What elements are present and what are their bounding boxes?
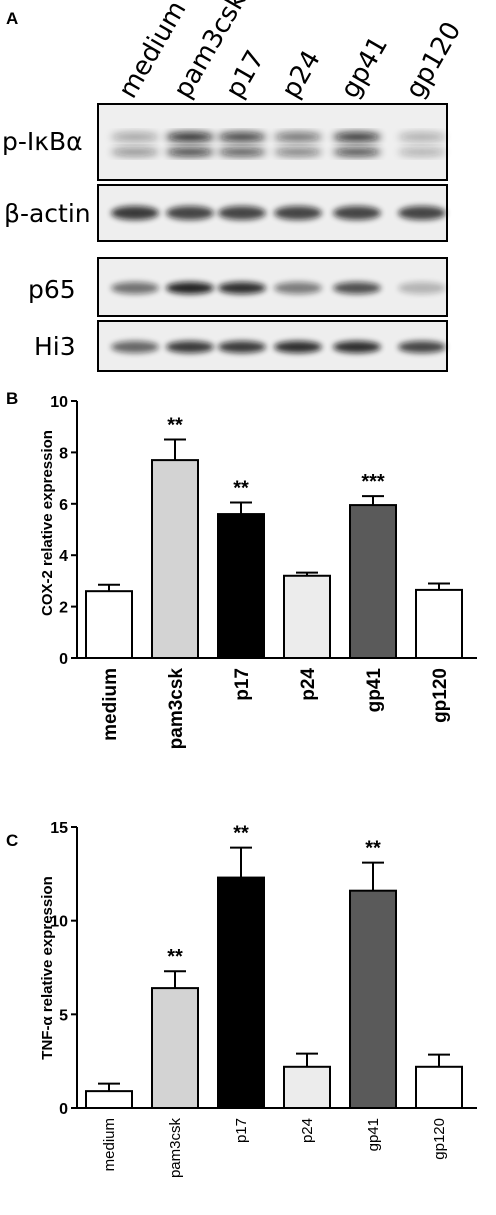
band-hi3-gp41 [333, 341, 381, 353]
category-label-gp41: gp41 [365, 1118, 382, 1151]
significance-pam3csk: ** [167, 946, 183, 968]
band-p65-p17 [218, 282, 266, 294]
category-label-pam3csk: pam3csk [166, 668, 187, 750]
blot-box-p-ikba [97, 103, 448, 181]
band-p-ikba-pam3csk [166, 132, 214, 142]
bar-pam3csk [151, 459, 199, 659]
category-label-pam3csk: pam3csk [167, 1118, 184, 1179]
y-tick-label: 8 [59, 445, 68, 462]
chart-b: 0 2 4 6 8 10 medium ** pam3csk ** p17 p24 *** gp41 gp1… [50, 394, 477, 749]
bar-p24 [283, 574, 331, 660]
bar-gp120 [415, 588, 463, 660]
blot-label-p65: p65 [28, 275, 76, 304]
band-p65-medium [111, 282, 159, 294]
bar-p24 [283, 1065, 331, 1109]
bar-p17 [217, 513, 265, 660]
band-p-ikba-lower-gp41 [333, 148, 381, 156]
significance-gp41: ** [365, 838, 381, 860]
band-p65-gp120 [398, 282, 446, 294]
band-p-ikba-gp41 [333, 132, 381, 142]
significance-gp41: *** [361, 471, 385, 493]
band-beta-actin-gp120 [398, 206, 446, 220]
y-tick-label: 0 [59, 1101, 68, 1118]
band-p-ikba-medium [111, 132, 159, 142]
blot-bands [111, 132, 446, 353]
y-tick-label: 4 [59, 548, 68, 565]
band-hi3-p24 [274, 341, 322, 353]
lane-label-p17: p17 [220, 46, 271, 104]
category-label-p17: p17 [232, 668, 253, 701]
band-p-ikba-p24 [274, 132, 322, 142]
y-tick-label: 10 [50, 394, 68, 411]
bar-pam3csk [151, 987, 199, 1110]
y-tick-label: 6 [59, 497, 68, 514]
bar-medium [85, 1090, 133, 1110]
band-p-ikba-lower-p24 [274, 148, 322, 156]
y-tick-label: 2 [59, 600, 68, 617]
band-p65-p24 [274, 282, 322, 294]
category-label-p17: p17 [233, 1118, 250, 1143]
panel-label-a: A [6, 9, 18, 28]
band-p-ikba-lower-pam3csk [166, 148, 214, 156]
band-beta-actin-pam3csk [166, 206, 214, 220]
chart-b-y-axis-title: COX-2 relative expression [39, 430, 56, 616]
category-label-gp41: gp41 [364, 668, 385, 713]
band-beta-actin-medium [111, 206, 159, 220]
bar-p17 [217, 876, 265, 1110]
y-tick-label: 5 [59, 1007, 68, 1024]
band-p65-gp41 [333, 282, 381, 294]
band-hi3-pam3csk [166, 341, 214, 353]
western-blots [97, 103, 448, 372]
band-beta-actin-p24 [274, 206, 322, 220]
category-label-medium: medium [100, 668, 121, 741]
category-label-medium: medium [101, 1118, 118, 1171]
chart-c: 0 5 10 15 medium ** pam3csk ** p17 p24 ** gp41 gp120 [50, 820, 477, 1178]
category-label-p24: p24 [299, 1118, 316, 1143]
significance-p17: ** [233, 478, 249, 500]
blot-label-hi3: Hi3 [34, 332, 76, 361]
category-label-gp120: gp120 [430, 668, 451, 723]
blot-label-p-ikba: p-IκBα [2, 127, 83, 156]
y-tick-label: 10 [50, 914, 68, 931]
panel-label-c: C [6, 831, 18, 850]
lane-label-gp41: gp41 [335, 31, 394, 103]
significance-pam3csk: ** [167, 415, 183, 437]
lane-label-gp120: gp120 [400, 17, 467, 104]
band-beta-actin-gp41 [333, 206, 381, 220]
bar-gp120 [415, 1065, 463, 1109]
chart-c-y-axis-title: TNF-α relative expression [39, 876, 56, 1059]
band-hi3-gp120 [398, 341, 446, 353]
lane-label-p24: p24 [276, 46, 327, 104]
category-label-gp120: gp120 [431, 1118, 448, 1160]
band-p-ikba-p17 [218, 132, 266, 142]
y-tick-label: 15 [50, 820, 68, 837]
significance-p17: ** [233, 823, 249, 845]
band-p-ikba-lower-p17 [218, 148, 266, 156]
band-p-ikba-lower-gp120 [398, 148, 446, 156]
blot-label-beta-actin: β-actin [4, 199, 91, 228]
blot-box-p65 [97, 257, 448, 317]
bar-gp41 [349, 889, 397, 1110]
band-beta-actin-p17 [218, 206, 266, 220]
panel-label-b: B [6, 389, 18, 408]
band-p-ikba-lower-medium [111, 148, 159, 156]
bar-gp41 [349, 504, 397, 659]
bar-medium [85, 590, 133, 659]
band-hi3-medium [111, 341, 159, 353]
band-p-ikba-gp120 [398, 132, 446, 142]
band-p65-pam3csk [166, 282, 214, 294]
y-tick-label: 0 [59, 651, 68, 668]
band-hi3-p17 [218, 341, 266, 353]
category-label-p24: p24 [298, 668, 319, 701]
